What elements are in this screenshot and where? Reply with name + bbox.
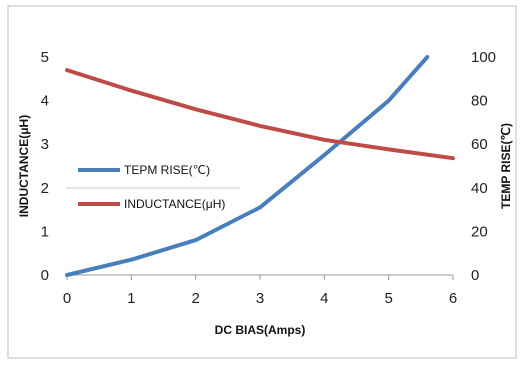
y-left-tick-label: 5 xyxy=(41,49,49,66)
legend-label-inductance: INDUCTANCE(μH) xyxy=(124,197,225,211)
series-layer xyxy=(65,55,455,277)
y-right-tick-label: 100 xyxy=(471,49,496,66)
y-left-tick-label: 1 xyxy=(41,223,49,240)
y-right-tick-label: 0 xyxy=(471,267,479,284)
y-left-tick-label: 0 xyxy=(41,267,49,284)
legend: TEPM RISE(℃) INDUCTANCE(μH) xyxy=(66,163,240,211)
series-line-inductance xyxy=(65,68,455,161)
x-tick-label: 0 xyxy=(63,290,71,307)
x-tick-label: 1 xyxy=(127,290,135,307)
x-tick-label: 4 xyxy=(320,290,328,307)
x-tick-label: 2 xyxy=(191,290,199,307)
y-left-tick-label: 4 xyxy=(41,93,49,110)
x-axis-title: DC BIAS(Amps) xyxy=(215,323,306,337)
y-right-tick-label: 20 xyxy=(471,223,488,240)
y-axis-left-title: INDUCTANCE(μH) xyxy=(17,115,31,217)
y-left-tick-label: 3 xyxy=(41,136,49,153)
chart-frame xyxy=(7,5,517,359)
legend-label-temp-rise: TEPM RISE(℃) xyxy=(124,163,210,177)
y-right-tick-label: 60 xyxy=(471,136,488,153)
y-axis-right-title: TEMP RISE(℃) xyxy=(499,123,513,209)
y-right-tick-label: 40 xyxy=(471,180,488,197)
y-right-tick-label: 80 xyxy=(471,93,488,110)
x-tick-label: 5 xyxy=(384,290,392,307)
x-tick-label: 6 xyxy=(449,290,457,307)
series-line-temp-rise xyxy=(65,55,430,277)
x-tick-label: 3 xyxy=(256,290,264,307)
y-left-tick-label: 2 xyxy=(41,180,49,197)
